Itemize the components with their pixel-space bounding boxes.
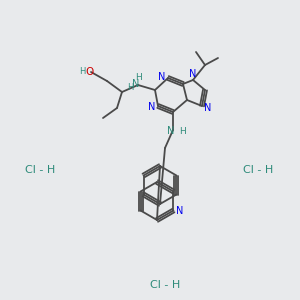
Text: H: H: [79, 67, 85, 76]
Text: N: N: [167, 126, 175, 136]
Text: N: N: [176, 206, 183, 215]
Text: H: H: [178, 127, 185, 136]
Text: N: N: [148, 102, 156, 112]
Text: N: N: [204, 103, 212, 113]
Text: N: N: [132, 79, 140, 89]
Text: N: N: [158, 72, 166, 82]
Text: H: H: [136, 73, 142, 82]
Text: O: O: [86, 67, 94, 77]
Text: N: N: [189, 69, 197, 79]
Text: H: H: [127, 82, 133, 91]
Text: Cl - H: Cl - H: [150, 280, 180, 290]
Text: Cl - H: Cl - H: [243, 165, 273, 175]
Text: Cl - H: Cl - H: [25, 165, 55, 175]
